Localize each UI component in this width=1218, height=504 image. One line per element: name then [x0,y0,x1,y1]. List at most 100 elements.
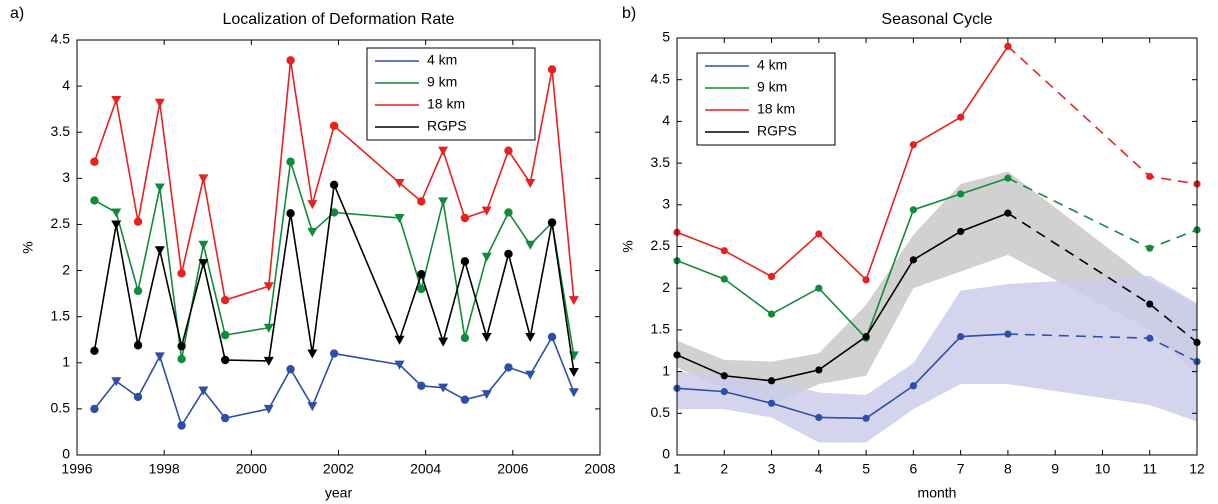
marker [198,240,209,250]
axes-frame [676,37,1198,456]
marker [1146,172,1154,181]
marker [111,377,122,387]
series-line [676,177,1009,340]
marker [568,368,579,377]
marker [957,227,965,236]
marker [504,363,513,372]
marker [815,413,823,422]
marker [220,330,230,340]
marker [909,206,917,214]
marker [481,332,492,342]
marker [547,65,557,74]
marker [481,252,492,262]
marker [460,395,470,404]
y-axis-label: % [20,241,36,253]
legend-label: 4 km [757,57,787,73]
marker [1004,209,1012,217]
marker [525,178,536,188]
marker [220,413,230,423]
marker [263,323,274,333]
x-tick-label: 6 [909,461,917,477]
marker [90,196,99,205]
marker [1146,244,1154,252]
marker [394,213,405,223]
marker [133,392,143,402]
x-tick-label: 2004 [410,461,441,477]
series-line [676,333,1008,420]
marker [1004,42,1012,50]
marker [438,197,449,207]
marker [862,276,870,284]
marker [154,98,165,108]
marker [111,208,122,218]
marker [815,284,823,292]
marker [133,341,143,350]
marker [263,404,274,414]
marker [417,197,426,206]
marker [286,209,295,218]
marker [307,200,318,210]
marker [329,121,339,130]
marker [525,370,536,380]
legend-label: 4 km [427,52,457,68]
y-tick-label: 4 [62,77,70,93]
band [677,171,1197,405]
y-tick-label: 0.5 [51,400,71,416]
legend-label: RGPS [427,118,467,134]
marker [90,346,99,355]
y-tick-label: 1 [662,362,670,378]
marker [481,206,492,216]
legend-label: RGPS [757,123,797,139]
marker [133,286,143,296]
axes-frame [76,39,601,456]
series-line [676,45,1009,282]
marker [329,349,339,358]
legend-box [696,52,836,146]
y-tick-label: 5 [662,29,670,45]
marker [177,269,186,278]
series-line [676,212,1009,382]
x-tick-label: 8 [1004,461,1012,477]
x-tick-label: 11 [1142,461,1157,477]
x-tick-label: 2000 [236,461,267,477]
x-axis-label: year [325,485,353,501]
legend-box [366,47,536,141]
marker [329,180,339,189]
band [677,275,1197,443]
marker [568,388,579,398]
marker [525,240,536,250]
y-tick-label: 3 [662,196,670,212]
marker [957,190,965,198]
y-axis-label: % [620,240,636,252]
marker [1004,330,1012,338]
x-tick-label: 3 [768,461,776,477]
marker [525,332,536,342]
marker [417,381,426,391]
marker [90,404,99,414]
marker [720,388,728,396]
marker [177,341,186,351]
y-tick-label: 0 [62,446,70,462]
marker [1146,300,1154,308]
x-tick-label: 2006 [497,461,528,477]
marker [547,332,557,342]
legend-label: 9 km [757,79,787,95]
marker [133,217,143,226]
marker [460,333,470,343]
marker [720,372,728,380]
x-tick-label: 10 [1095,461,1111,477]
panel-label: a) [10,5,24,22]
marker [177,421,186,430]
marker [307,402,318,412]
marker [417,284,426,294]
marker [438,146,449,156]
x-tick-label: 2008 [584,461,615,477]
marker [198,174,209,184]
marker [767,377,776,385]
y-tick-label: 4.5 [51,31,71,47]
chart-title: Localization of Deformation Rate [222,11,454,28]
marker [909,141,917,149]
series-line [93,181,575,373]
marker [286,56,295,65]
marker [154,183,165,193]
